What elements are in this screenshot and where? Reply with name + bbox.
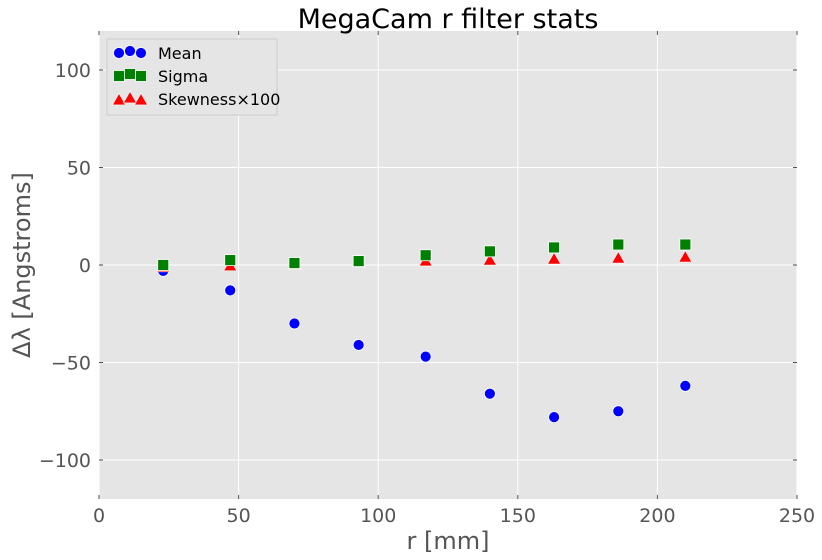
y-tick-label: 100 [55, 60, 91, 82]
x-tick-label: 50 [227, 505, 251, 527]
legend-marker-mean [124, 45, 136, 57]
sigma-point [224, 254, 237, 267]
mean-point [288, 317, 301, 330]
sigma-point [679, 238, 692, 251]
mean-point [419, 350, 432, 363]
x-tick-label: 150 [500, 505, 536, 527]
legend-label-sigma: Sigma [158, 67, 208, 86]
sigma-point [612, 238, 625, 251]
skewness-point [611, 251, 626, 264]
mean-point [612, 405, 625, 418]
legend-marker-mean [113, 47, 125, 59]
legend-marker-sigma [113, 70, 125, 82]
skewness-point [547, 252, 562, 265]
mean-point [548, 411, 560, 424]
x-tick-label: 200 [639, 505, 675, 527]
y-tick-label: 50 [67, 158, 91, 180]
x-tick-label: 0 [93, 505, 105, 527]
x-tick-label: 100 [360, 505, 396, 527]
y-tick-label: −50 [51, 353, 91, 375]
skewness-point [482, 253, 497, 266]
legend-marker-mean [135, 47, 147, 59]
legend-marker-skewness [122, 90, 138, 104]
sigma-point [548, 241, 560, 254]
legend-marker-sigma [135, 70, 147, 82]
y-axis-label: Δλ [Angstroms] [8, 172, 36, 358]
legend-markers [111, 45, 149, 106]
mean-point [352, 339, 365, 351]
sigma-point [288, 257, 301, 269]
sigma-point [157, 259, 170, 271]
legend-marker-skewness [133, 92, 149, 106]
sigma-point [352, 255, 365, 268]
x-axis-label: r [mm] [407, 527, 490, 555]
legend: Mean Sigma Skewness×100 [106, 38, 280, 116]
data-marks [156, 238, 693, 424]
legend-label-mean: Mean [158, 44, 202, 63]
legend-marker-sigma [124, 68, 136, 80]
legend-marker-skewness [111, 92, 127, 106]
x-tick-label: 250 [779, 505, 815, 527]
skewness-point [678, 250, 693, 263]
sigma-point [483, 245, 496, 258]
sigma-point [419, 249, 432, 262]
chart-title: MegaCam r filter stats [298, 4, 599, 35]
mean-point [483, 387, 496, 400]
mean-point [224, 284, 237, 297]
legend-label-skewness: Skewness×100 [158, 90, 280, 109]
y-tick-label: 0 [79, 255, 91, 277]
ticks: 0 50 100 150 200 250 −100 −50 0 50 100 [39, 31, 815, 527]
y-tick-label: −100 [39, 450, 91, 472]
mean-point [679, 379, 692, 392]
grid [98, 31, 798, 499]
